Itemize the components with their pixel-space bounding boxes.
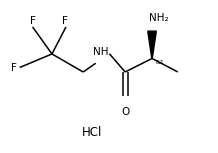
Polygon shape bbox=[148, 31, 156, 58]
Text: F: F bbox=[11, 63, 17, 73]
Text: &1: &1 bbox=[155, 60, 164, 65]
Text: NH: NH bbox=[93, 47, 108, 58]
Text: F: F bbox=[62, 16, 68, 26]
Text: NH₂: NH₂ bbox=[149, 13, 168, 23]
Text: F: F bbox=[30, 16, 36, 26]
Text: HCl: HCl bbox=[82, 126, 102, 139]
Text: O: O bbox=[121, 107, 129, 117]
